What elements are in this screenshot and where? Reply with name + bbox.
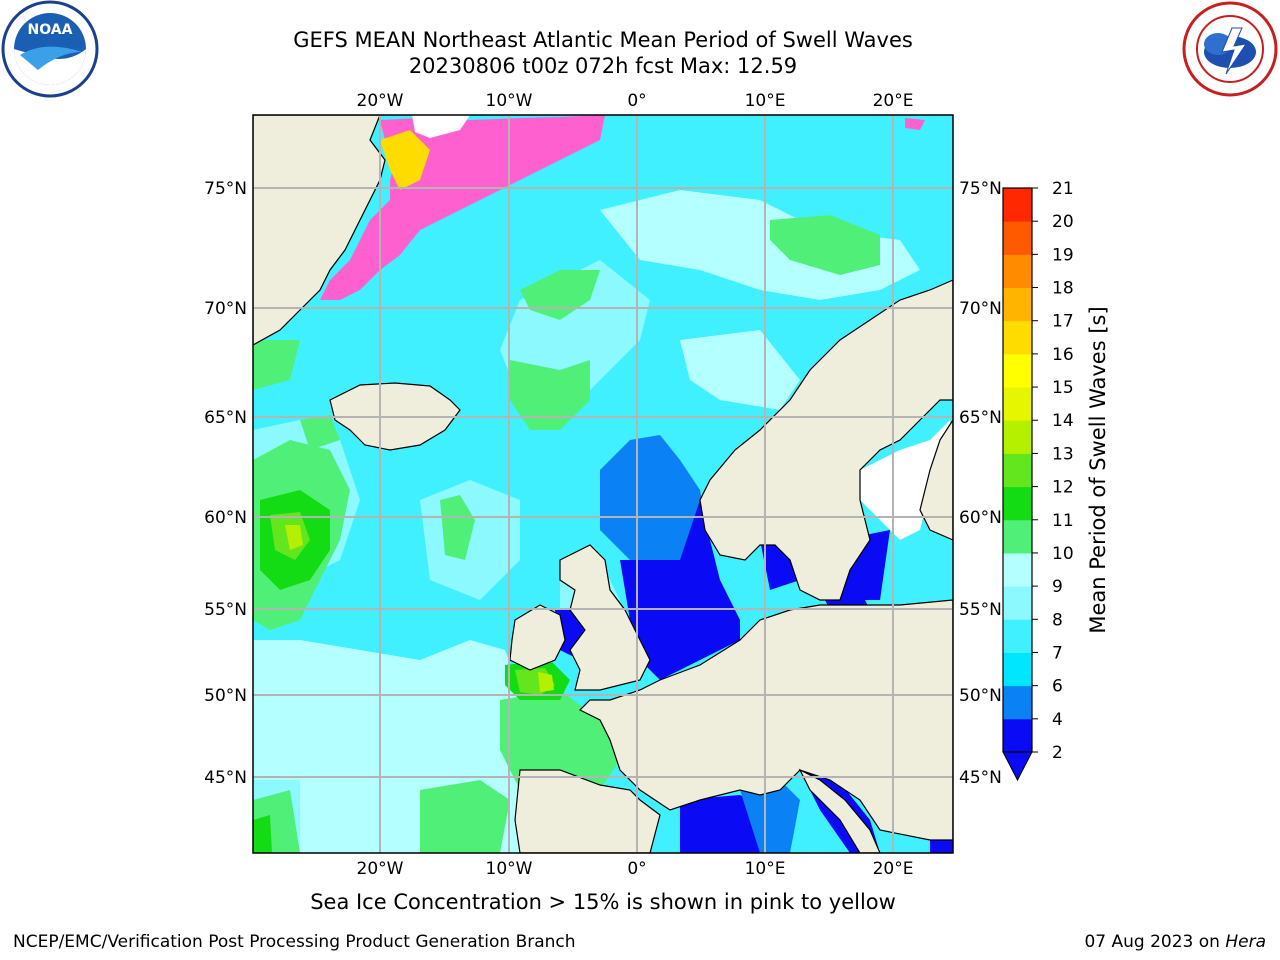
colorbar-tick-label: 18 [1052, 279, 1074, 299]
colorbar-extend-arrow [1002, 751, 1033, 782]
colorbar-segment [1003, 221, 1032, 255]
colorbar-tick-label: 9 [1052, 577, 1063, 597]
lat-label: 75°N [959, 179, 1002, 199]
lon-label: 10°W [486, 91, 533, 111]
noaa-logo: NOAA [1, 0, 99, 98]
lat-label: 60°N [204, 508, 247, 528]
lon-label: 20°W [357, 859, 404, 879]
footer-date-text: 07 Aug 2023 on [1084, 932, 1226, 952]
colorbar-segment [1003, 287, 1032, 322]
colorbar-segment [1003, 519, 1032, 554]
lat-label: 55°N [959, 600, 1002, 620]
chart-title: GEFS MEAN Northeast Atlantic Mean Period… [293, 28, 913, 52]
colorbar-tick-label: 14 [1052, 411, 1074, 431]
colorbar-segments [1003, 188, 1032, 753]
colorbar-tick-label: 10 [1052, 544, 1074, 564]
colorbar-tick-label: 15 [1052, 378, 1074, 398]
lon-label: 20°E [873, 859, 914, 879]
colorbar-segment [1003, 586, 1032, 620]
lat-label: 65°N [959, 408, 1002, 428]
colorbar-segment [1003, 552, 1032, 587]
colorbar-segment [1003, 353, 1032, 388]
lat-label: 55°N [204, 600, 247, 620]
lon-label: 20°W [357, 91, 404, 111]
svg-text:NOAA: NOAA [28, 22, 73, 38]
map-frame [252, 114, 954, 854]
colorbar-tick-label: 2 [1052, 743, 1063, 763]
lat-labels-left: 75°N 70°N 65°N 60°N 55°N 50°N 45°N [204, 179, 247, 788]
colorbar-segment [1003, 685, 1032, 720]
lat-label: 45°N [204, 768, 247, 788]
colorbar-ticks: 2 4 6 7 8 9 10 11 12 13 14 15 16 17 18 19 20 21 [1032, 179, 1074, 763]
chart-subtitle: 20230806 t00z 072h fcst Max: 12.59 [408, 54, 798, 78]
lon-labels-bottom: 20°W 10°W 0° 10°E 20°E [357, 859, 914, 879]
colorbar-tick-label: 7 [1052, 643, 1063, 663]
colorbar-tick-label: 19 [1052, 245, 1074, 265]
swell-period-field [253, 190, 953, 853]
colorbar-tick-label: 17 [1052, 312, 1074, 332]
colorbar: 2 4 6 7 8 9 10 11 12 13 14 15 16 17 18 19 20 21 Mean Peri… [1002, 179, 1110, 782]
colorbar-tick-label: 4 [1052, 710, 1063, 730]
lat-label: 70°N [959, 299, 1002, 319]
land [253, 115, 953, 853]
lat-label: 45°N [959, 768, 1002, 788]
sea-ice [320, 115, 925, 300]
colorbar-segment [1003, 420, 1032, 454]
nws-logo [1182, 1, 1278, 97]
colorbar-tick-label: 21 [1052, 179, 1074, 199]
colorbar-segment [1003, 619, 1032, 653]
colorbar-segment [1003, 486, 1032, 521]
graticule [253, 115, 953, 853]
lat-label: 65°N [204, 408, 247, 428]
lon-labels-top: 20°W 10°W 0° 10°E 20°E [357, 91, 914, 111]
sea-ice-caption: Sea Ice Concentration > 15% is shown in … [310, 890, 896, 914]
footer-date: 07 Aug 2023 on Hera [1084, 932, 1266, 952]
lat-label: 50°N [204, 686, 247, 706]
lat-label: 75°N [204, 179, 247, 199]
footer-credit: NCEP/EMC/Verification Post Processing Pr… [13, 932, 576, 952]
colorbar-tick-label: 11 [1052, 511, 1074, 531]
lon-label: 0° [627, 91, 646, 111]
lon-label: 20°E [873, 91, 914, 111]
footer-machine: Hera [1225, 932, 1266, 952]
lat-label: 50°N [959, 686, 1002, 706]
colorbar-label: Mean Period of Swell Waves [s] [1086, 306, 1110, 633]
colorbar-tick-label: 20 [1052, 212, 1074, 232]
colorbar-segment [1003, 652, 1032, 687]
lon-label: 0° [627, 859, 646, 879]
map-area [253, 115, 953, 853]
colorbar-segment [1003, 718, 1032, 753]
colorbar-segment [1003, 387, 1032, 421]
lon-label: 10°E [745, 859, 786, 879]
lon-label: 10°E [745, 91, 786, 111]
colorbar-frame [1002, 187, 1033, 753]
colorbar-segment [1003, 453, 1032, 488]
colorbar-tick-label: 6 [1052, 677, 1063, 697]
lat-label: 70°N [204, 299, 247, 319]
colorbar-segment [1003, 320, 1032, 355]
lat-label: 60°N [959, 508, 1002, 528]
colorbar-segment [1003, 254, 1032, 289]
colorbar-segment [1003, 188, 1032, 222]
colorbar-tick-label: 13 [1052, 444, 1074, 464]
lat-labels-right: 75°N 70°N 65°N 60°N 55°N 50°N 45°N [959, 179, 1002, 788]
colorbar-tick-label: 16 [1052, 345, 1074, 365]
colorbar-tick-label: 8 [1052, 610, 1063, 630]
lon-label: 10°W [486, 859, 533, 879]
colorbar-tick-label: 12 [1052, 478, 1074, 498]
